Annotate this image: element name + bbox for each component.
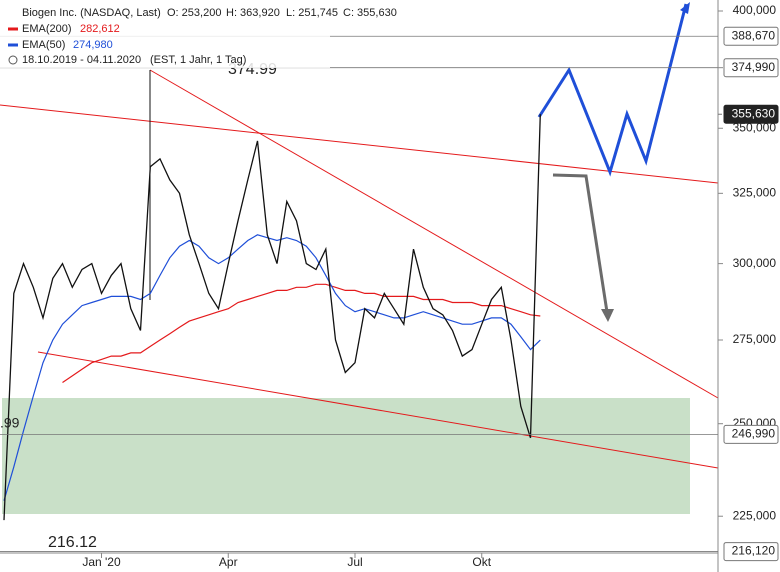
- stat: H: 363,920: [226, 7, 280, 19]
- x-tick-label: Apr: [219, 555, 238, 569]
- title: Biogen Inc. (NASDAQ, Last): [22, 7, 161, 19]
- support-zone: [2, 398, 690, 514]
- plot: 225,000250,000275,000300,000325,000350,0…: [0, 3, 779, 569]
- y-tick-label: 225,000: [733, 508, 777, 522]
- price-line: [3, 114, 541, 521]
- level-label: 216,120: [732, 544, 776, 558]
- level-box: [723, 58, 779, 78]
- level-label: 388,670: [732, 28, 776, 42]
- projection-up: [537, 3, 688, 177]
- x-tick-label: Jan '20: [82, 555, 121, 569]
- legend-value: 282,612: [80, 23, 120, 35]
- level-box: [723, 542, 779, 562]
- ema-line: [62, 283, 541, 383]
- annotation: 216.12: [48, 534, 97, 551]
- y-tick-label: 300,000: [733, 256, 777, 270]
- level-label: 374,990: [732, 60, 776, 74]
- level-box: [723, 424, 779, 444]
- y-tick-label: 350,000: [733, 120, 777, 134]
- level-label: 246,990: [732, 427, 776, 441]
- header: Biogen Inc. (NASDAQ, Last) O: 253,200 H:…: [0, 0, 397, 68]
- y-tick-label: 325,000: [733, 186, 777, 200]
- level-box: [723, 104, 779, 124]
- level-label: 355,630: [732, 106, 776, 120]
- clock-icon: [8, 55, 18, 65]
- stat: C: 355,630: [343, 7, 397, 19]
- trendline: [149, 69, 719, 399]
- projection-down: [552, 173, 609, 313]
- legend-value: 274,980: [73, 39, 113, 51]
- stat: O: 253,200: [167, 7, 221, 19]
- header-bg: [0, 0, 330, 68]
- y-tick-label: 400,000: [733, 3, 777, 17]
- settings: (EST, 1 Jahr, 1 Tag): [150, 54, 246, 66]
- x-tick-label: Jul: [347, 555, 362, 569]
- level-box: [723, 26, 779, 46]
- date-range: 18.10.2019 - 04.11.2020: [22, 54, 141, 66]
- legend-label: EMA(50): [22, 39, 65, 51]
- stat: L: 251,745: [286, 7, 338, 19]
- arrow-head: [680, 2, 690, 14]
- ema-line: [3, 234, 541, 501]
- annotation: .99: [0, 415, 20, 431]
- arrow-head: [601, 309, 614, 322]
- trendline: [37, 351, 719, 469]
- y-tick-label: 275,000: [733, 332, 777, 346]
- legend-label: EMA(200): [22, 23, 72, 35]
- trendline: [0, 104, 719, 184]
- x-tick-label: Okt: [472, 555, 491, 569]
